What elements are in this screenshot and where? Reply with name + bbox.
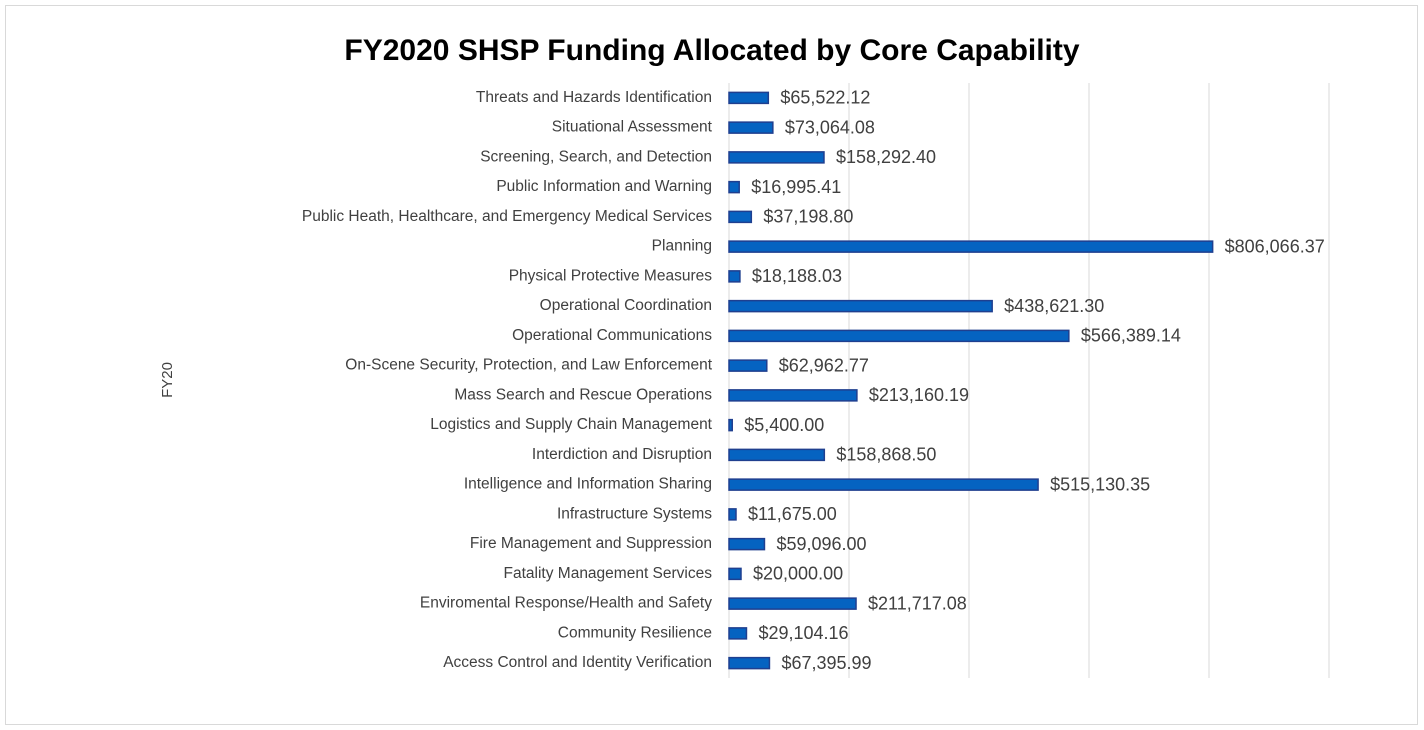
chart-title: FY2020 SHSP Funding Allocated by Core Ca…: [344, 34, 1079, 67]
data-label: $37,198.80: [763, 207, 853, 227]
bar: [728, 359, 768, 372]
data-label: $59,096.00: [776, 534, 866, 554]
bar: [728, 389, 858, 402]
bar: [728, 299, 993, 313]
category-label: Physical Protective Measures: [509, 267, 713, 284]
category-label: Community Resilience: [558, 624, 712, 641]
data-label: $62,962.77: [779, 355, 869, 375]
bar: [728, 91, 770, 105]
category-label: Public Information and Warning: [496, 178, 712, 195]
bar: [728, 597, 857, 610]
category-label: Infrastructure Systems: [557, 505, 712, 522]
category-label: Threats and Hazards Identification: [476, 89, 712, 106]
data-label: $158,868.50: [836, 445, 936, 465]
data-label: $65,522.12: [780, 88, 870, 108]
category-label: Situational Assessment: [552, 119, 713, 136]
bar: [728, 508, 737, 521]
category-label: Operational Coordination: [540, 297, 712, 314]
data-label: $16,995.41: [751, 177, 841, 197]
bar: [728, 478, 1039, 491]
bar: [728, 329, 1070, 343]
data-label: $438,621.30: [1004, 296, 1104, 316]
category-label: Enviromental Response/Health and Safety: [420, 595, 712, 612]
category-label: Planning: [652, 238, 712, 255]
bar: [728, 656, 771, 670]
bar: [728, 151, 825, 164]
data-label: $515,130.35: [1050, 474, 1150, 494]
category-label: Mass Search and Rescue Operations: [454, 386, 712, 403]
bar: [728, 537, 766, 551]
bar: [728, 627, 748, 640]
data-label: $67,395.99: [781, 653, 871, 673]
data-label: $211,717.08: [868, 593, 967, 613]
data-label: $73,064.08: [785, 117, 875, 137]
category-label: Operational Communications: [512, 327, 712, 344]
category-label: Public Heath, Healthcare, and Emergency …: [302, 208, 712, 225]
bar: [728, 121, 774, 134]
bar: [728, 448, 826, 462]
category-label: Access Control and Identity Verification: [443, 654, 712, 671]
bar: [728, 567, 742, 581]
data-label: $566,389.14: [1081, 326, 1181, 346]
category-label: Screening, Search, and Detection: [480, 148, 712, 165]
category-label: Interdiction and Disruption: [532, 446, 712, 463]
bar: [728, 418, 733, 432]
data-label: $11,675.00: [748, 504, 837, 524]
category-label: Intelligence and Information Sharing: [464, 476, 712, 493]
category-label: Fire Management and Suppression: [470, 535, 712, 552]
data-label: $806,066.37: [1225, 236, 1325, 256]
data-label: $18,188.03: [752, 266, 842, 286]
data-label: $20,000.00: [753, 564, 843, 584]
bar: [728, 180, 740, 194]
bar: [728, 210, 753, 224]
category-label: Logistics and Supply Chain Management: [430, 416, 712, 433]
category-label: On-Scene Security, Protection, and Law E…: [345, 357, 712, 374]
bar: [728, 270, 741, 283]
y-axis-label: FY20: [159, 362, 176, 398]
chart-border: [5, 5, 1418, 725]
bar: [728, 240, 1214, 253]
data-label: $213,160.19: [869, 385, 969, 405]
data-label: $158,292.40: [836, 147, 936, 167]
data-label: $5,400.00: [744, 415, 824, 435]
data-label: $29,104.16: [758, 623, 848, 643]
category-label: Fatality Management Services: [504, 565, 713, 582]
